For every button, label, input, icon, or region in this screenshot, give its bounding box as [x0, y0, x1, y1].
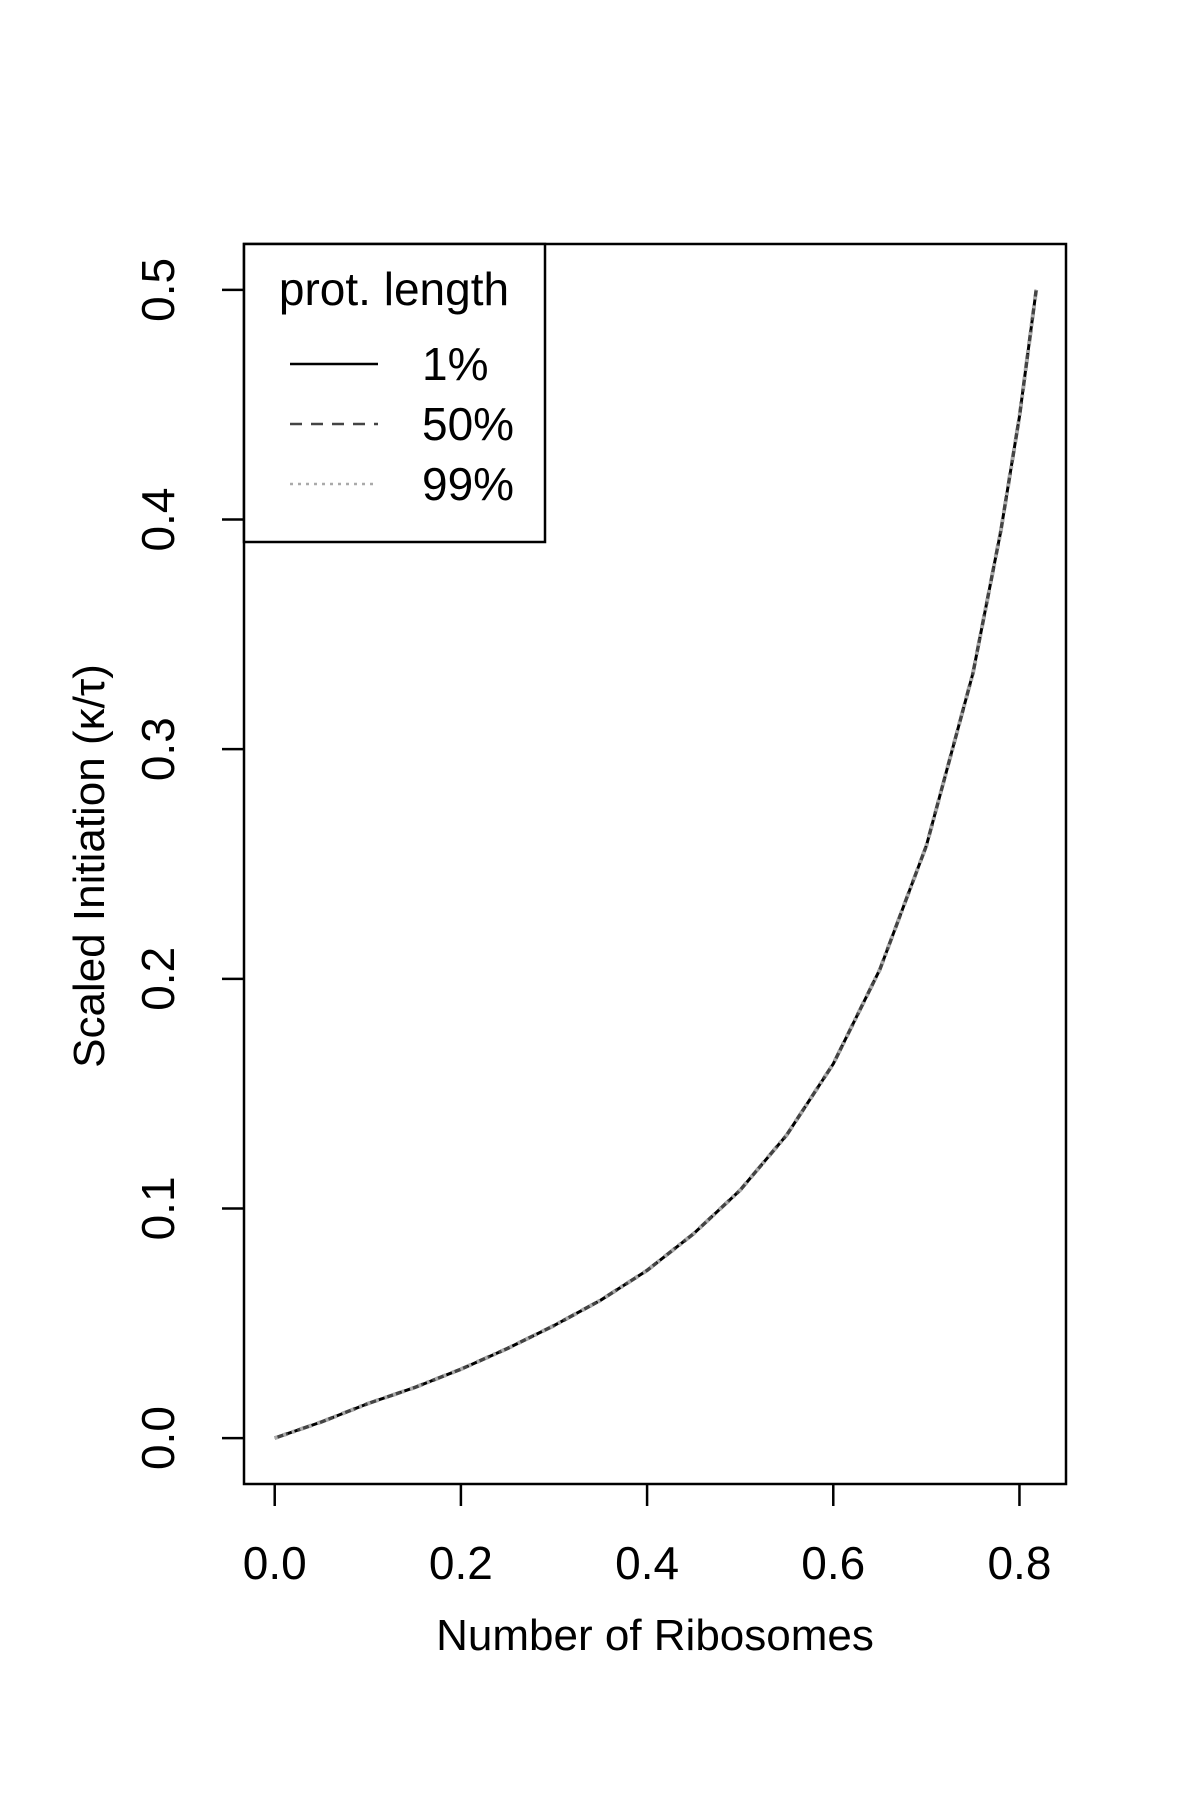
y-axis: 0.0 0.1 0.2 0.3 0.4 0.5	[132, 258, 244, 1470]
series-line-99pct	[274, 289, 1039, 1440]
legend-label-99pct: 99%	[422, 458, 514, 510]
y-axis-label: Scaled Initiation (κ/τ)	[65, 664, 114, 1068]
y-tick-label: 0.3	[132, 717, 184, 781]
x-tick-label: 0.8	[987, 1537, 1051, 1589]
legend-box	[242, 242, 547, 544]
y-tick-label: 0.4	[132, 488, 184, 552]
x-tick-label: 0.2	[429, 1537, 493, 1589]
legend-label-1pct: 1%	[422, 338, 488, 390]
x-tick-label: 0.0	[243, 1537, 307, 1589]
legend-title: prot. length	[279, 263, 509, 315]
x-tick-label: 0.6	[801, 1537, 865, 1589]
plot-frame	[242, 242, 1068, 1486]
x-tick-label: 0.4	[615, 1537, 679, 1589]
x-axis-label: Number of Ribosomes	[436, 1611, 874, 1660]
x-axis: 0.0 0.2 0.4 0.6 0.8	[243, 1484, 1051, 1589]
legend-label-50pct: 50%	[422, 398, 514, 450]
y-tick-label: 0.5	[132, 258, 184, 322]
legend: prot. length 1% 50% 99%	[242, 242, 547, 544]
y-tick-label: 0.1	[132, 1176, 184, 1240]
y-tick-label: 0.2	[132, 947, 184, 1011]
y-tick-label: 0.0	[132, 1406, 184, 1470]
series-layer	[274, 289, 1039, 1440]
